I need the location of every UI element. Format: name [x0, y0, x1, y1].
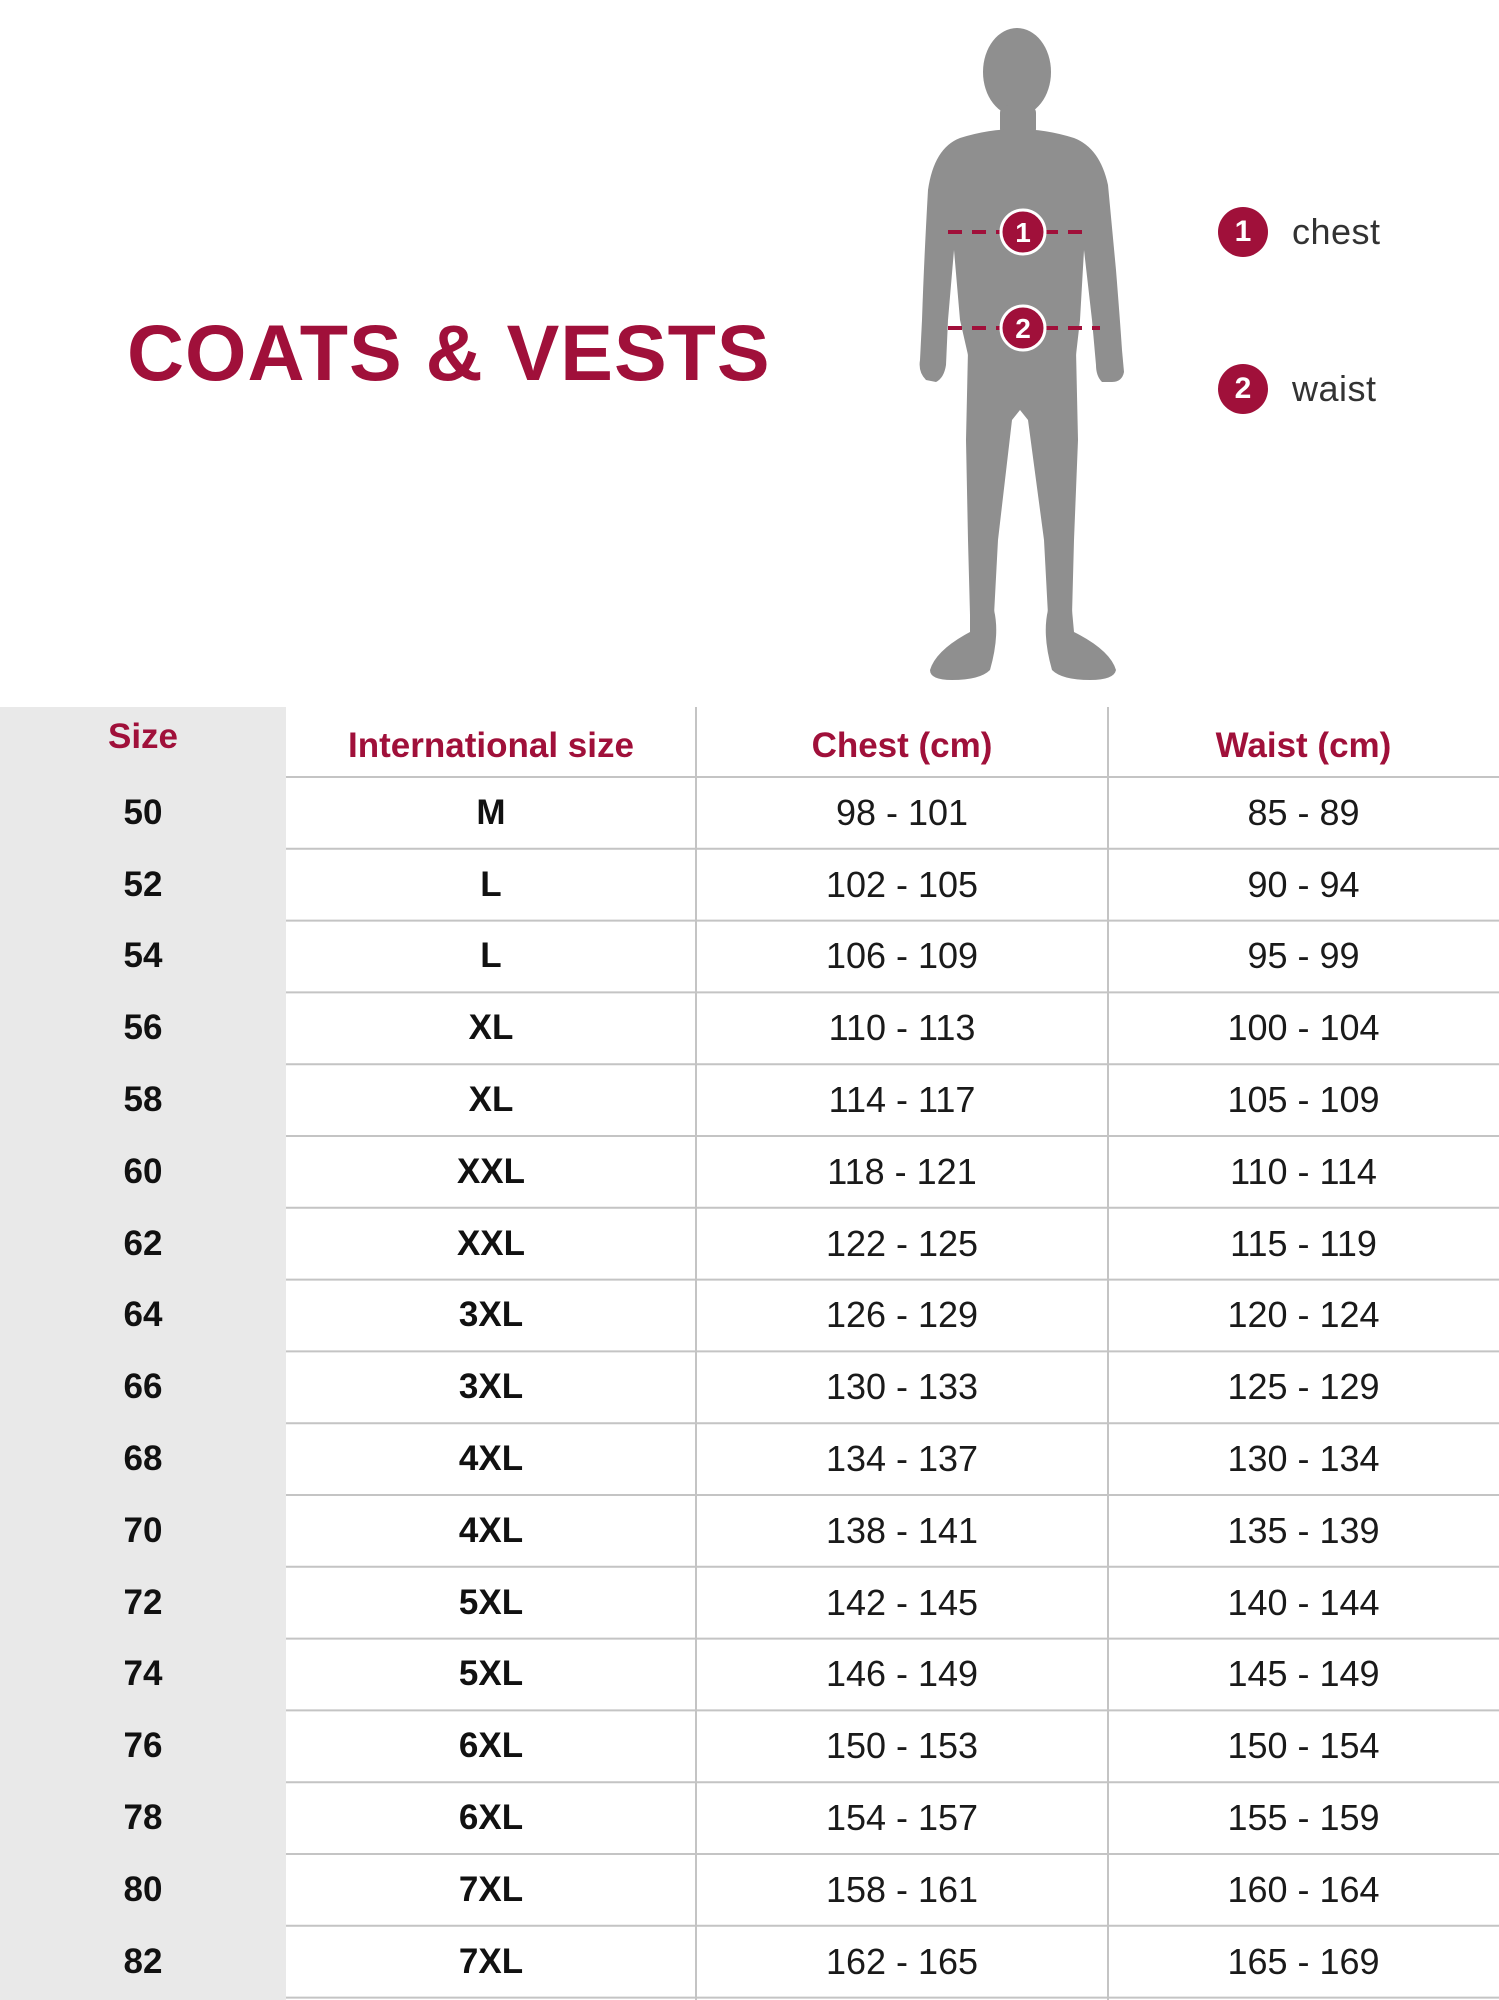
- cell-waist: 95 - 99: [1247, 935, 1360, 977]
- cell-chest: 130 - 133: [825, 1366, 979, 1408]
- cell-chest: 98 - 101: [835, 791, 969, 833]
- cell-chest: 138 - 141: [825, 1509, 979, 1551]
- chest-marker: 1: [948, 208, 1090, 256]
- cell-waist: 160 - 164: [1227, 1868, 1380, 1910]
- cell-size: 76: [123, 1726, 163, 1766]
- cell-chest: 114 - 117: [828, 1079, 976, 1121]
- cell-chest: 158 - 161: [825, 1868, 979, 1910]
- cell-international: 5XL: [458, 1582, 524, 1622]
- cell-international: L: [480, 936, 502, 976]
- cell-international: 3XL: [458, 1295, 524, 1335]
- cell-chest: 142 - 145: [825, 1581, 979, 1623]
- cell-waist: 150 - 154: [1227, 1725, 1380, 1767]
- cell-waist: 105 - 109: [1227, 1079, 1380, 1121]
- cell-size: 64: [123, 1295, 163, 1335]
- cell-size: 62: [123, 1223, 163, 1263]
- cell-size: 54: [123, 936, 163, 976]
- cell-international: 6XL: [458, 1726, 524, 1766]
- legend-item-chest: 1 chest: [1218, 207, 1381, 257]
- silhouette-body: [919, 28, 1124, 680]
- cell-international: XL: [468, 1080, 514, 1120]
- svg-text:2: 2: [1015, 313, 1031, 344]
- cell-chest: 150 - 153: [825, 1725, 979, 1767]
- cell-international: 5XL: [458, 1654, 524, 1694]
- size-column-background: [0, 707, 286, 2000]
- waist-marker: 2: [948, 304, 1100, 352]
- cell-chest: 118 - 121: [827, 1150, 977, 1192]
- cell-size: 70: [123, 1510, 163, 1550]
- cell-waist: 90 - 94: [1247, 863, 1360, 905]
- cell-international: 7XL: [458, 1941, 524, 1981]
- cell-international: 6XL: [458, 1798, 524, 1838]
- cell-waist: 100 - 104: [1227, 1007, 1380, 1049]
- cell-size: 50: [123, 792, 163, 832]
- person-silhouette-icon: 1 2: [919, 28, 1124, 680]
- cell-international: XXL: [456, 1223, 526, 1263]
- number-badge-icon: 2: [1218, 364, 1268, 414]
- cell-waist: 140 - 144: [1227, 1581, 1380, 1623]
- page-title: COATS & VESTS: [127, 308, 771, 397]
- header-international-size: International size: [348, 725, 634, 765]
- cell-size: 52: [123, 864, 163, 904]
- cell-size: 68: [123, 1439, 163, 1479]
- cell-waist: 120 - 124: [1227, 1294, 1380, 1336]
- cell-chest: 154 - 157: [825, 1797, 979, 1839]
- cell-chest: 146 - 149: [825, 1653, 979, 1695]
- cell-size: 60: [123, 1151, 163, 1191]
- cell-waist: 145 - 149: [1227, 1653, 1380, 1695]
- cell-chest: 110 - 113: [828, 1007, 976, 1049]
- cell-waist: 155 - 159: [1227, 1797, 1380, 1839]
- cell-size: 74: [123, 1654, 163, 1694]
- cell-chest: 122 - 125: [825, 1222, 979, 1264]
- cell-chest: 134 - 137: [825, 1438, 979, 1480]
- cell-size: 82: [123, 1941, 163, 1981]
- cell-chest: 102 - 105: [825, 863, 979, 905]
- cell-size: 66: [123, 1367, 163, 1407]
- cell-waist: 85 - 89: [1247, 791, 1360, 833]
- cell-size: 58: [123, 1080, 163, 1120]
- cell-waist: 130 - 134: [1227, 1438, 1380, 1480]
- cell-international: 4XL: [458, 1510, 524, 1550]
- number-badge-icon: 1: [1218, 207, 1268, 257]
- cell-size: 72: [123, 1582, 163, 1622]
- legend-label: waist: [1292, 368, 1377, 409]
- cell-international: M: [476, 792, 506, 832]
- cell-international: 3XL: [458, 1367, 524, 1407]
- legend-item-waist: 2 waist: [1218, 364, 1377, 414]
- cell-waist: 165 - 169: [1227, 1940, 1380, 1982]
- cell-international: XL: [468, 1008, 514, 1048]
- cell-size: 78: [123, 1798, 163, 1838]
- header-waist: Waist (cm): [1215, 725, 1392, 765]
- cell-international: XXL: [456, 1151, 526, 1191]
- cell-waist: 125 - 129: [1227, 1366, 1380, 1408]
- cell-chest: 106 - 109: [825, 935, 979, 977]
- cell-waist: 115 - 119: [1230, 1222, 1377, 1264]
- header-chest: Chest (cm): [811, 725, 993, 765]
- cell-size: 80: [123, 1869, 163, 1909]
- legend-label: chest: [1292, 211, 1381, 252]
- cell-international: L: [480, 864, 502, 904]
- cell-chest: 126 - 129: [825, 1294, 979, 1336]
- cell-international: 7XL: [458, 1869, 524, 1909]
- header-size: Size: [107, 717, 179, 756]
- cell-waist: 135 - 139: [1227, 1509, 1380, 1551]
- cell-chest: 162 - 165: [825, 1940, 979, 1982]
- cell-international: 4XL: [458, 1439, 524, 1479]
- svg-text:1: 1: [1015, 217, 1031, 248]
- cell-size: 56: [123, 1008, 163, 1048]
- cell-waist: 110 - 114: [1230, 1150, 1377, 1192]
